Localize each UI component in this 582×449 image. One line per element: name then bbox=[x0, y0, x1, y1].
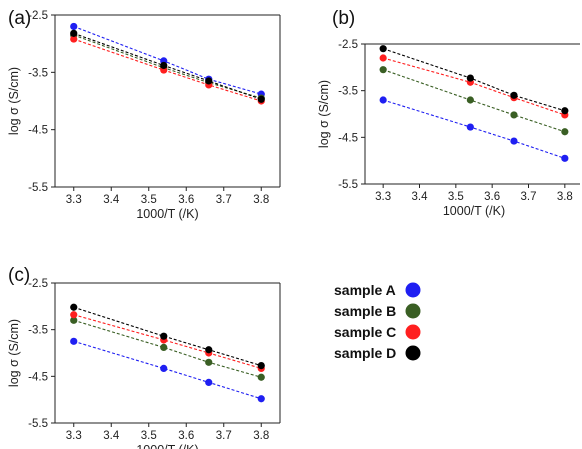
data-point-sample-d bbox=[510, 91, 518, 99]
fit-line-sample-a bbox=[383, 99, 566, 159]
legend-label: sample C bbox=[334, 324, 396, 340]
y-tick-label: -3.5 bbox=[338, 86, 358, 98]
panel-b: (b) -2.5 -3.5 -4.5 -5.5 3.3 3.4 3.5 3.6 3.7 3.8 10… bbox=[317, 8, 580, 218]
y-tick-label: -2.5 bbox=[338, 39, 358, 51]
y-tick-label: -2.5 bbox=[28, 278, 48, 290]
x-tick-label: 3.3 bbox=[375, 191, 391, 203]
panel-c: (c) -2.5 -3.5 -4.5 -5.5 3.3 3.4 3.5 3.6 3.7 3.8 10… bbox=[7, 265, 281, 449]
data-point-sample-c bbox=[70, 311, 78, 319]
y-tick-label: -4.5 bbox=[28, 125, 48, 137]
fit-line-sample-c bbox=[73, 38, 262, 102]
x-tick-label: 3.4 bbox=[103, 430, 120, 442]
fit-line-sample-c bbox=[73, 314, 262, 369]
y-tick-label: -5.5 bbox=[28, 418, 48, 430]
x-tick-label: 3.7 bbox=[521, 191, 537, 203]
fit-line-sample-b bbox=[382, 69, 566, 133]
data-point-sample-b bbox=[70, 316, 78, 324]
data-point-sample-b bbox=[466, 96, 474, 104]
y-axis-label: log σ (S/cm) bbox=[7, 319, 21, 387]
data-point-sample-d bbox=[257, 362, 265, 370]
x-axis-label: 1000/T (/K) bbox=[136, 443, 198, 449]
fit-line-sample-a bbox=[73, 25, 262, 95]
x-tick-label: 3.6 bbox=[178, 194, 194, 206]
data-point-sample-d bbox=[205, 77, 213, 85]
data-point-sample-b bbox=[205, 358, 213, 366]
data-point-sample-a bbox=[510, 137, 518, 145]
data-point-sample-a bbox=[205, 378, 213, 386]
data-point-sample-a bbox=[561, 154, 569, 162]
fit-line-sample-d bbox=[73, 32, 262, 100]
y-tick-label: -4.5 bbox=[28, 371, 48, 383]
data-point-sample-d bbox=[379, 45, 387, 53]
legend-label: sample B bbox=[334, 303, 396, 319]
x-tick-label: 3.8 bbox=[557, 191, 573, 203]
x-tick-label: 3.3 bbox=[66, 194, 82, 206]
legend: sample A sample B sample C sample D bbox=[334, 282, 421, 361]
x-tick-label: 3.7 bbox=[216, 194, 232, 206]
data-point-sample-c bbox=[70, 35, 78, 43]
data-point-sample-d bbox=[561, 107, 569, 115]
x-tick-label: 3.7 bbox=[216, 430, 232, 442]
x-tick-label: 3.6 bbox=[484, 191, 500, 203]
fit-line-sample-d bbox=[382, 48, 565, 112]
panel-a-letter: (a) bbox=[8, 8, 31, 29]
x-tick-label: 3.8 bbox=[253, 430, 269, 442]
y-tick-label: -5.5 bbox=[28, 182, 48, 194]
y-axis-label: log σ (S/cm) bbox=[7, 67, 21, 135]
panel-c-letter: (c) bbox=[8, 265, 30, 286]
y-tick-label: -4.5 bbox=[338, 132, 358, 144]
data-point-sample-b bbox=[510, 111, 518, 119]
data-point-sample-d bbox=[205, 346, 213, 354]
x-tick-label: 3.5 bbox=[141, 430, 157, 442]
fit-line-sample-d bbox=[73, 306, 262, 367]
legend-marker bbox=[405, 324, 421, 340]
x-tick-label: 3.5 bbox=[448, 191, 464, 203]
data-point-sample-d bbox=[160, 61, 168, 70]
fit-line-sample-a bbox=[73, 340, 262, 400]
x-tick-label: 3.4 bbox=[103, 194, 120, 206]
data-point-sample-a bbox=[160, 364, 168, 372]
data-point-sample-a bbox=[70, 22, 78, 31]
data-point-sample-d bbox=[70, 29, 78, 37]
data-point-sample-d bbox=[70, 303, 78, 311]
legend-label: sample D bbox=[334, 345, 396, 361]
data-point-sample-b bbox=[561, 128, 569, 136]
fit-line-sample-b bbox=[73, 319, 262, 378]
panel-b-letter: (b) bbox=[332, 8, 355, 29]
data-point-sample-a bbox=[379, 96, 387, 104]
x-tick-label: 3.6 bbox=[178, 430, 194, 442]
y-tick-label: -3.5 bbox=[28, 325, 48, 337]
legend-marker bbox=[405, 345, 421, 361]
data-point-sample-b bbox=[257, 373, 265, 381]
data-point-sample-d bbox=[466, 74, 474, 82]
legend-label: sample A bbox=[334, 282, 396, 298]
x-tick-label: 3.5 bbox=[141, 194, 157, 206]
data-point-sample-a bbox=[70, 337, 78, 345]
legend-marker bbox=[405, 282, 421, 298]
x-tick-label: 3.4 bbox=[412, 191, 429, 203]
y-tick-label: -2.5 bbox=[28, 10, 48, 22]
fit-line-sample-c bbox=[383, 57, 566, 116]
x-axis-label: 1000/T (/K) bbox=[443, 204, 505, 218]
data-point-sample-b bbox=[379, 66, 387, 74]
x-tick-label: 3.8 bbox=[253, 194, 269, 206]
legend-marker bbox=[405, 303, 421, 319]
y-tick-label: -3.5 bbox=[28, 67, 48, 79]
data-point-sample-a bbox=[257, 395, 265, 403]
data-point-sample-c bbox=[379, 54, 387, 62]
fit-line-sample-b bbox=[73, 34, 262, 99]
panel-a: (a) -2.5 -3.5 -4.5 -5.5 3.3 3.4 3.5 3.6 3.7 3.8 10… bbox=[7, 8, 281, 221]
x-axis-label: 1000/T (/K) bbox=[136, 207, 198, 221]
data-point-sample-d bbox=[257, 95, 265, 103]
data-point-sample-a bbox=[466, 123, 474, 131]
y-tick-label: -5.5 bbox=[338, 179, 358, 191]
data-point-sample-b bbox=[160, 343, 168, 351]
y-axis-label: log σ (S/cm) bbox=[317, 80, 331, 148]
x-tick-label: 3.3 bbox=[66, 430, 82, 442]
data-point-sample-d bbox=[160, 332, 168, 340]
